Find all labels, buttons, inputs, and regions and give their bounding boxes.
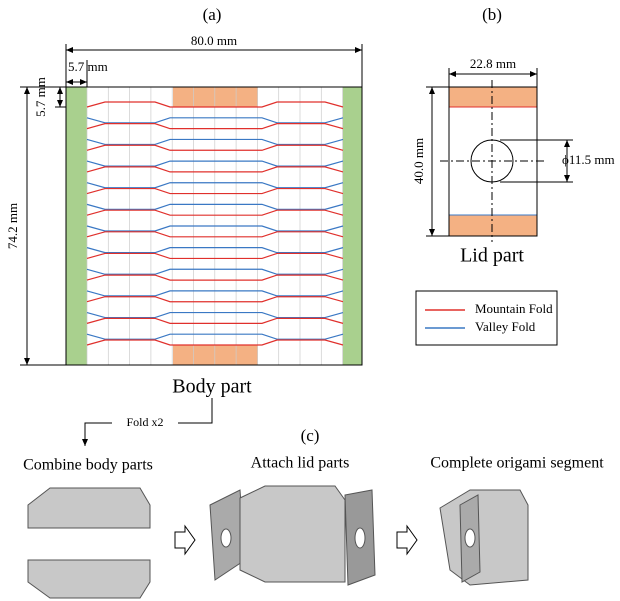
dimension: 22.8 mm [470,56,516,71]
legend-label: Valley Fold [475,319,536,334]
caption: Body part [172,376,252,398]
dimension: 5.7 mm [33,77,48,117]
step-title: Combine body parts [23,457,153,474]
dimension: 40.0 mm [411,138,426,184]
step-title: Attach lid parts [251,455,350,472]
caption: Lid part [460,245,524,267]
panel-label: (a) [203,5,222,24]
dimension: 80.0 mm [191,33,237,48]
panel-label: (c) [301,426,320,445]
body-part [66,87,362,365]
dimension: 5.7 mm [68,59,108,74]
fold-note: Fold x2 [126,415,163,429]
dimension: 74.2 mm [5,203,20,249]
panel-label: (b) [482,5,502,24]
step-title: Complete origami segment [430,455,604,472]
figure: (a) (b) (c) 80.0 mm 5.7 mm 5.7 mm 74.2 m… [0,0,620,601]
origami-models [28,486,528,598]
dimension: ϕ11.5 mm [562,152,615,167]
legend-label: Mountain Fold [475,301,553,316]
